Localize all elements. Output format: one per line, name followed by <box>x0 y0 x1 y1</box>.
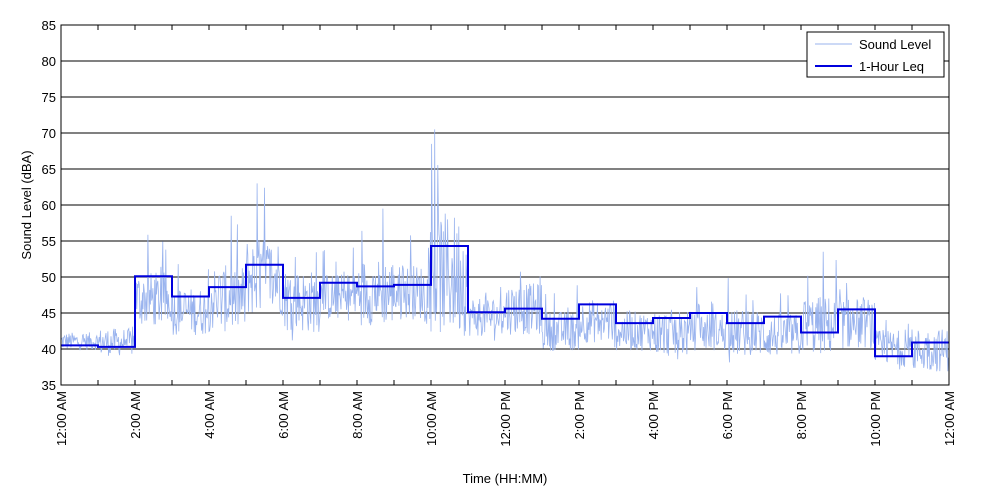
y-tick-label: 75 <box>42 90 56 105</box>
y-tick-label: 40 <box>42 342 56 357</box>
y-tick-label: 85 <box>42 18 56 33</box>
x-tick-label: 4:00 PM <box>646 391 661 439</box>
legend-label-leq: 1-Hour Leq <box>859 59 924 74</box>
x-tick-label: 4:00 AM <box>202 391 217 439</box>
y-tick-label: 65 <box>42 162 56 177</box>
y-tick-label: 45 <box>42 306 56 321</box>
sound-level-line <box>60 129 949 372</box>
x-tick-label: 6:00 AM <box>276 391 291 439</box>
x-tick-label: 12:00 PM <box>498 391 513 447</box>
x-axis-title: Time (HH:MM) <box>463 471 548 486</box>
x-tick-label: 6:00 PM <box>720 391 735 439</box>
x-tick-label: 2:00 PM <box>572 391 587 439</box>
x-axis: 12:00 AM 2:00 AM 4:00 AM 6:00 AM 8:00 AM 10:0… <box>54 25 957 447</box>
x-tick-label: 10:00 PM <box>868 391 883 447</box>
y-tick-label: 70 <box>42 126 56 141</box>
leq-series <box>61 245 949 358</box>
y-axis-title: Sound Level (dBA) <box>19 150 34 259</box>
legend-label-sound-level: Sound Level <box>859 37 931 52</box>
legend-box <box>806 31 945 78</box>
x-tick-label: 8:00 AM <box>350 391 365 439</box>
x-tick-label: 10:00 AM <box>424 391 439 446</box>
x-tick-label: 8:00 PM <box>794 391 809 439</box>
x-tick-label: 12:00 AM <box>942 391 957 446</box>
sound-level-series <box>60 129 949 372</box>
x-tick-label: 12:00 AM <box>54 391 69 446</box>
y-tick-label: 55 <box>42 234 56 249</box>
legend: Sound Level 1-Hour Leq <box>806 31 945 78</box>
y-tick-label: 35 <box>42 378 56 393</box>
x-tick-label: 2:00 AM <box>128 391 143 439</box>
y-tick-label: 80 <box>42 54 56 69</box>
y-tick-label: 60 <box>42 198 56 213</box>
plot-frame <box>60 24 950 386</box>
leq-step-line <box>61 245 949 358</box>
y-tick-label: 50 <box>42 270 56 285</box>
